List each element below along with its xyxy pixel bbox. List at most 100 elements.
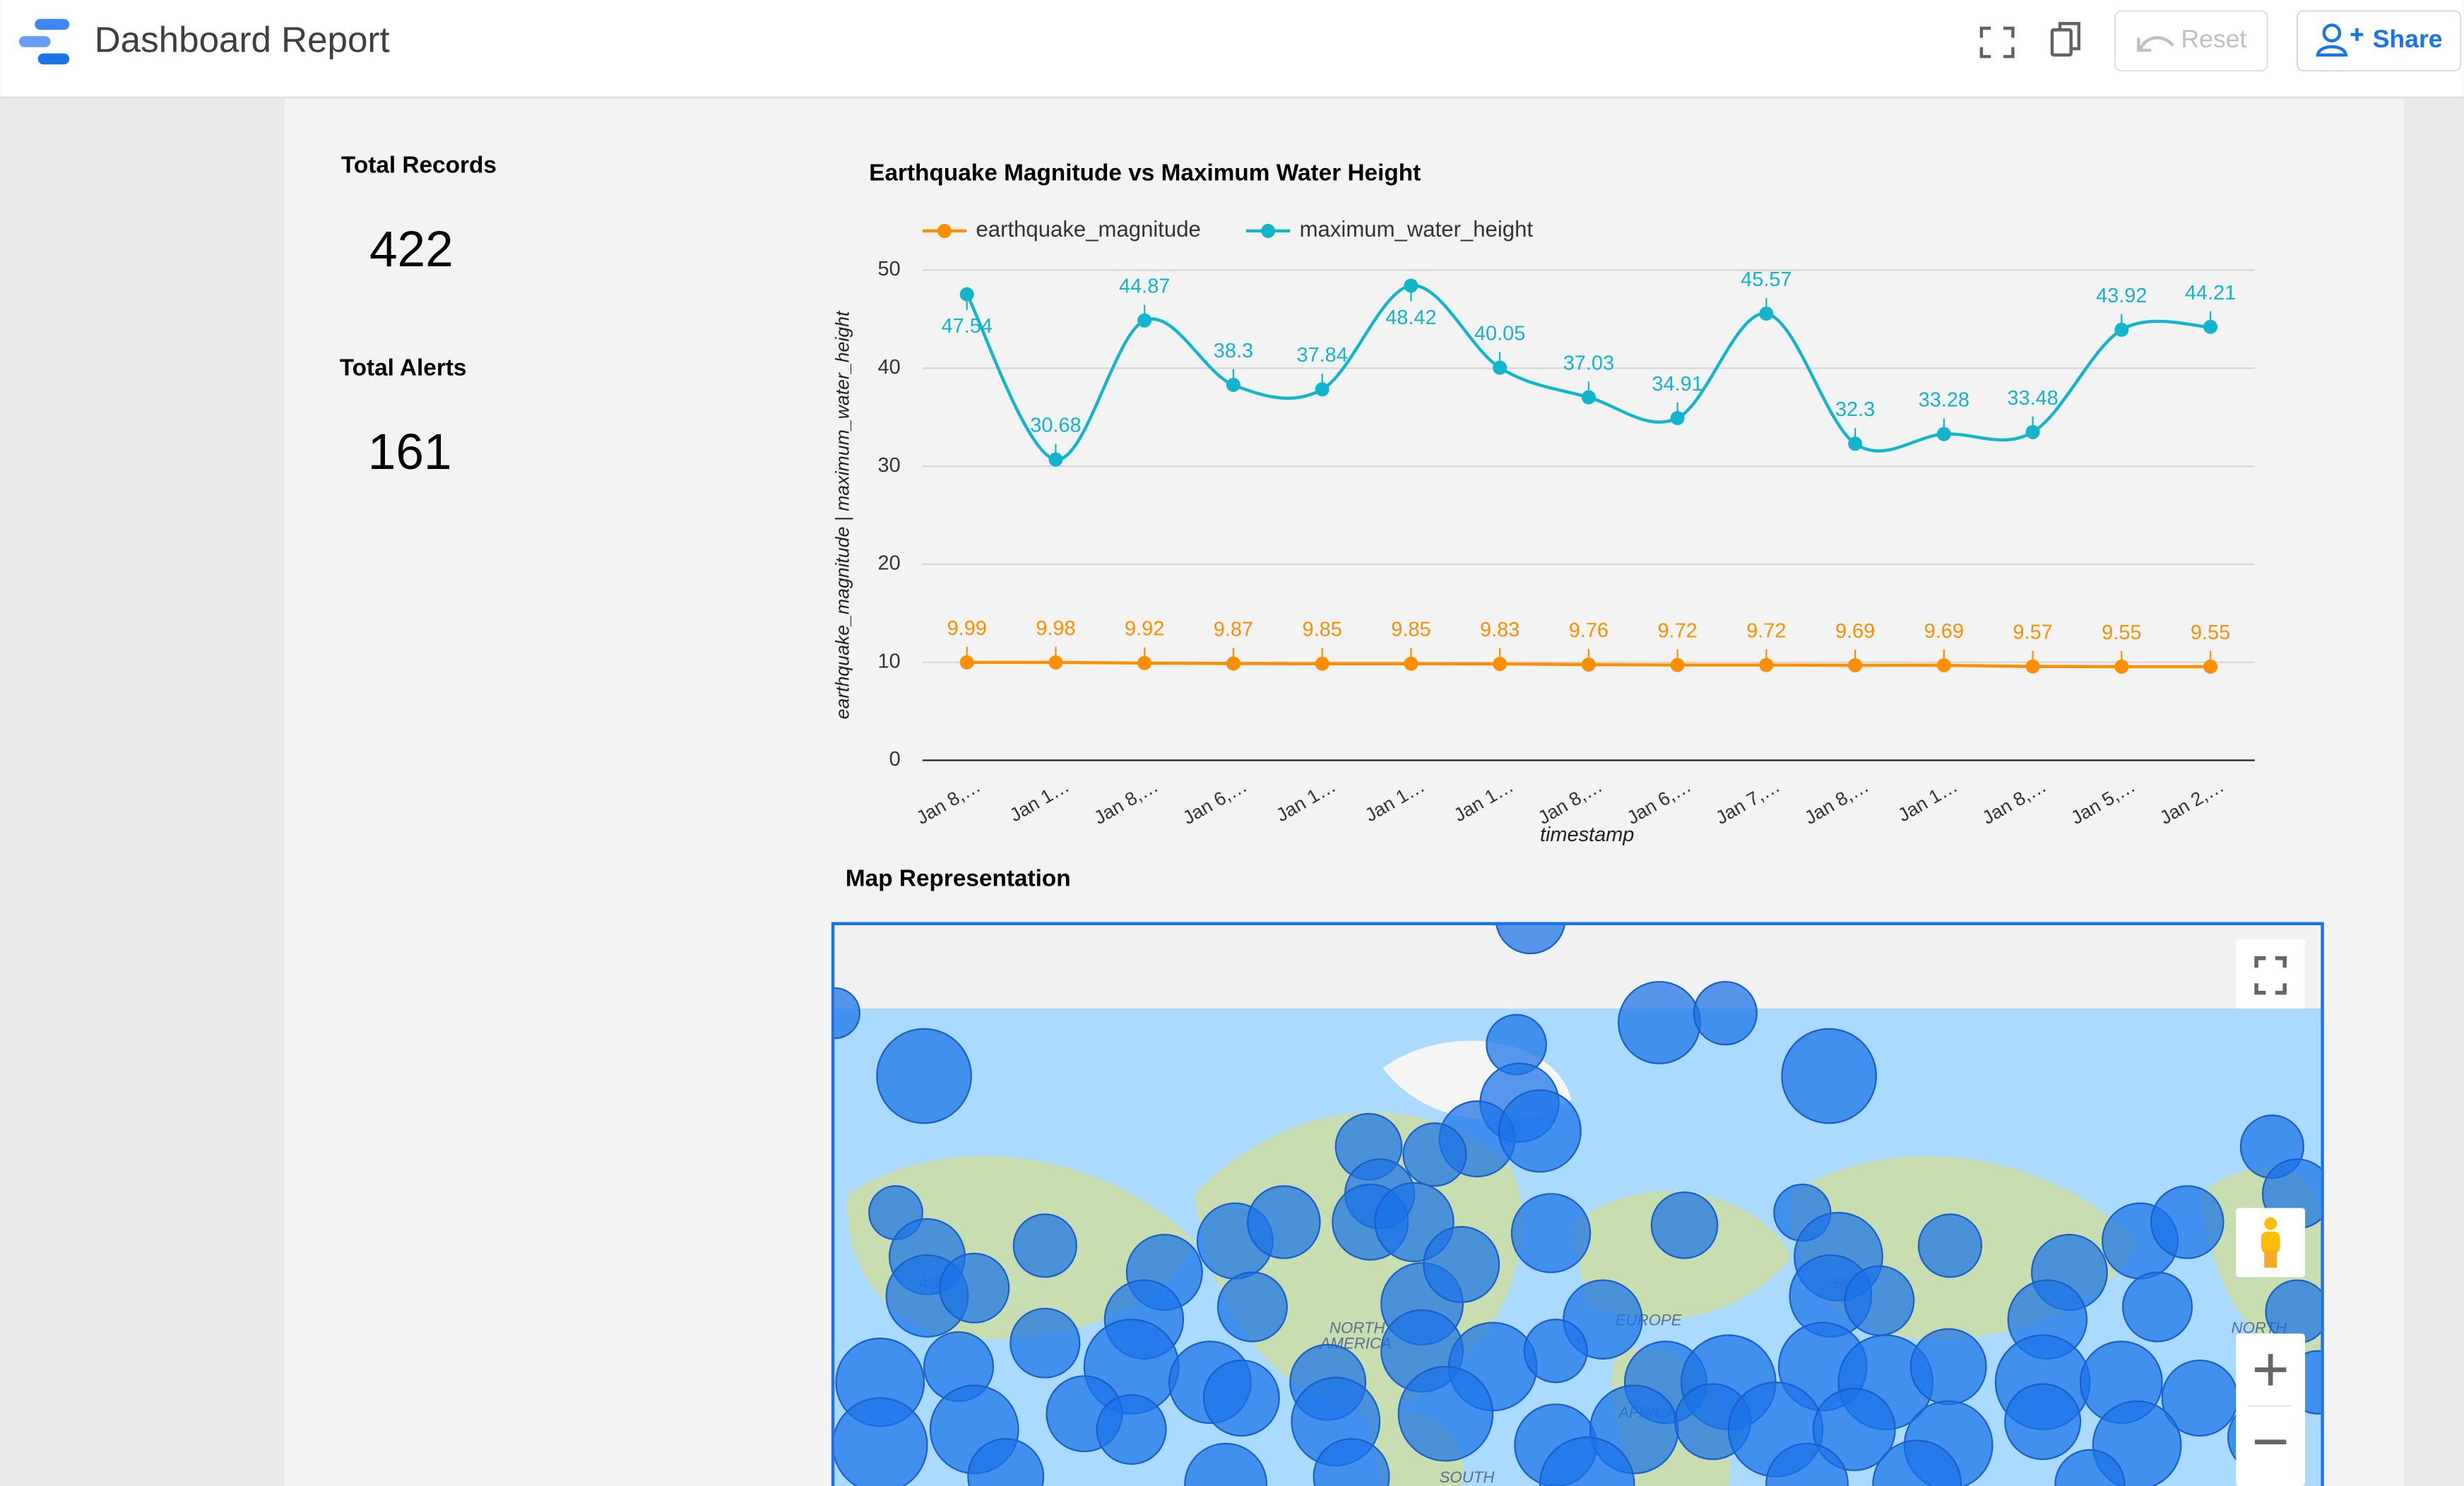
data-label: 44.21 [2185,282,2236,304]
map-label: NORTH [1329,1319,1386,1336]
chart-title: Earthquake Magnitude vs Maximum Water He… [869,160,1421,186]
data-label: 9.76 [1569,619,1609,642]
map-bubble [1202,1359,1280,1437]
legend-label: earthquake_magnitude [976,217,1200,242]
y-axis-label: earthquake_magnitude | maximum_water_hei… [832,310,853,719]
fullscreen-icon[interactable] [1979,26,2015,59]
data-label: 37.03 [1563,352,1614,374]
y-tick-label: 40 [878,356,901,379]
map-bubbles [834,925,2321,1486]
data-label: 9.72 [1657,620,1697,643]
legend-label: maximum_water_height [1300,217,1534,242]
map-bubble [1012,1213,1077,1278]
data-label: 43.92 [2096,285,2147,307]
map-bubble [834,987,860,1040]
copy-icon[interactable] [2050,22,2081,57]
data-label: 9.85 [1391,619,1431,641]
data-point [1848,658,1863,672]
map-bubble [1618,980,1701,1064]
scorecard-value: 161 [368,424,452,480]
scorecard-label: Total Alerts [340,355,467,381]
map-bubble [1247,1185,1321,1259]
map-bubble [1498,1089,1582,1173]
map-bubble [2054,1449,2126,1486]
map-bubble [834,1397,928,1486]
map-bubble [2004,1383,2082,1461]
map-bubble [1009,1307,1081,1379]
map-bubble [1397,1365,1494,1462]
map-bubble [1781,1028,1877,1124]
scorecard-label: Total Records [341,153,497,179]
data-label: 47.54 [942,315,993,338]
data-label: 9.83 [1480,619,1520,641]
map-bubble [2150,1185,2225,1259]
data-point [1936,658,1951,672]
map-bubble [1844,1265,1915,1336]
map-bubble [939,1252,1010,1324]
data-label: 9.99 [947,617,987,640]
report-title: Dashboard Report [95,20,390,60]
data-label: 9.98 [1036,617,1075,640]
legend-marker [1261,223,1276,238]
map-bubble [1872,1439,1962,1486]
map-bubble [1523,1319,1588,1384]
reset-button[interactable] [2114,10,2268,72]
data-label: 32.3 [1835,398,1875,421]
data-label: 33.48 [2007,387,2058,410]
map-label: SOUTH [1440,1468,1495,1486]
map-bubble [2121,1271,2193,1343]
data-label: 44.87 [1119,275,1170,298]
map-bubble [1096,1393,1167,1465]
data-label: 38.3 [1214,340,1253,362]
scorecard-value: 422 [369,222,454,278]
map-bubble [1539,1436,1635,1486]
map-frame [831,922,2324,1486]
data-point [1315,382,1329,397]
data-label: 9.85 [1303,619,1342,641]
data-label: 40.05 [1474,323,1525,345]
legend-marker [937,223,952,238]
data-label: 9.69 [1835,620,1875,643]
data-label: 9.55 [2191,622,2230,644]
data-point [1493,360,1508,375]
map-bubble [1765,1442,1849,1486]
data-label: 9.72 [1746,620,1786,643]
map-bubble [1812,1387,1896,1471]
data-label: 9.55 [2102,622,2141,644]
data-label: 30.68 [1030,415,1081,437]
y-tick-label: 20 [878,552,901,575]
share-icon [2316,23,2364,57]
map-bubble [1909,1328,1987,1405]
map-bubble [1313,1438,1390,1486]
data-label: 9.57 [2013,622,2052,644]
data-label: 45.57 [1741,268,1791,291]
zoom-controls[interactable] [2236,1333,2306,1486]
share-label[interactable]: Share [2373,25,2443,53]
map-bubble [967,1438,1045,1486]
map-bubble [1423,1225,1500,1303]
map-bubble [1917,1213,1983,1278]
y-tick-label: 30 [878,454,901,477]
map-fullscreen-button[interactable] [2236,939,2306,1009]
data-label: 9.87 [1214,618,1253,641]
data-label: 9.92 [1125,618,1164,641]
street-view-pegman[interactable] [2236,1208,2306,1278]
data-label: 37.84 [1296,344,1347,367]
map-bubble [1402,1122,1467,1187]
map-bubble [876,1028,972,1124]
map-bubble [1495,925,1565,955]
map-bubble [1650,1191,1719,1259]
reset-label[interactable]: Reset [2181,25,2246,53]
reset-icon [2137,36,2174,52]
map-bubble [1693,980,1758,1046]
logo [18,18,70,65]
map-bubble [1510,1193,1592,1273]
map[interactable]: ASIA NORTH AMERICA EUROPE AFRICA SOUTH A… [810,884,2350,1486]
data-label: 34.91 [1652,373,1702,396]
data-label: 48.42 [1385,307,1436,329]
y-tick-label: 10 [878,650,901,672]
map-bubble [1216,1271,1288,1343]
data-label: 33.28 [1919,389,1970,412]
